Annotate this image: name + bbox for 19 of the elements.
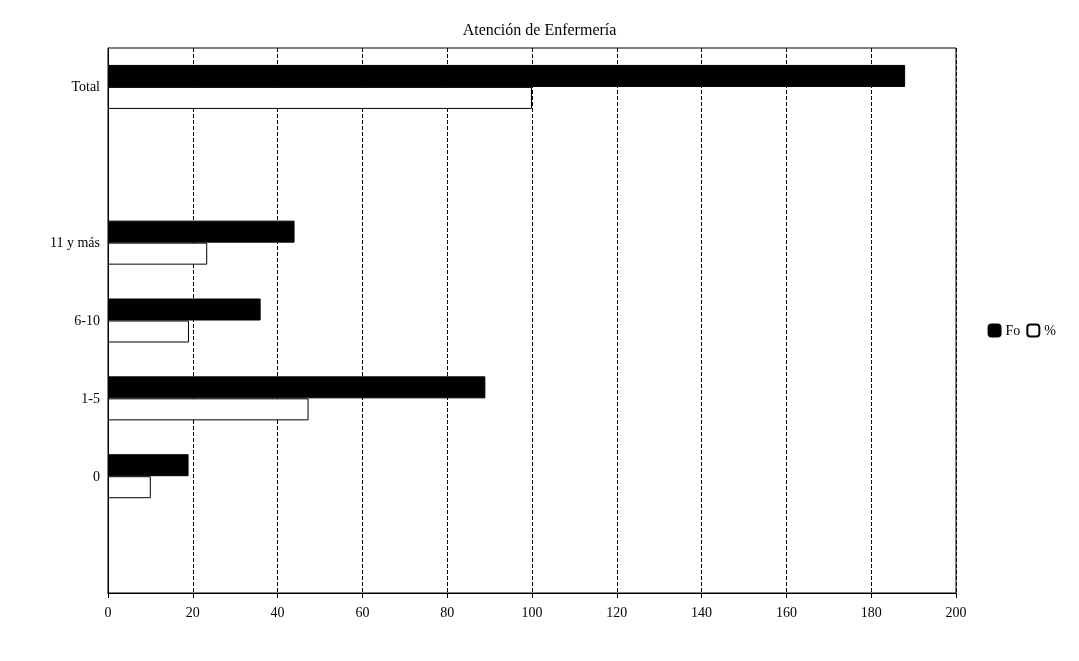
- x-tick-label: 20: [185, 604, 200, 620]
- x-tick-label: 120: [606, 604, 628, 620]
- x-tick-label: 200: [945, 604, 967, 620]
- legend-label: %: [1044, 323, 1057, 338]
- x-tick-label: 80: [440, 604, 455, 620]
- y-tick-label: 6-10: [74, 313, 100, 328]
- y-tick-label: 0: [93, 468, 100, 484]
- y-tick-label: 11 y más: [49, 235, 100, 251]
- chart-title: Atención de Enfermería: [462, 20, 617, 38]
- legend-label: Fo: [1005, 323, 1021, 338]
- x-tick-label: 140: [691, 604, 713, 620]
- x-tick-label: 100: [521, 604, 543, 620]
- x-tick-label: 180: [860, 604, 882, 620]
- x-tick-label: 0: [104, 604, 112, 620]
- x-tick-label: 40: [270, 604, 285, 620]
- y-tick-label: 1-5: [81, 390, 100, 406]
- x-tick-label: 160: [775, 604, 797, 620]
- y-tick-label: Total: [71, 79, 101, 95]
- x-tick-label: 60: [355, 604, 370, 620]
